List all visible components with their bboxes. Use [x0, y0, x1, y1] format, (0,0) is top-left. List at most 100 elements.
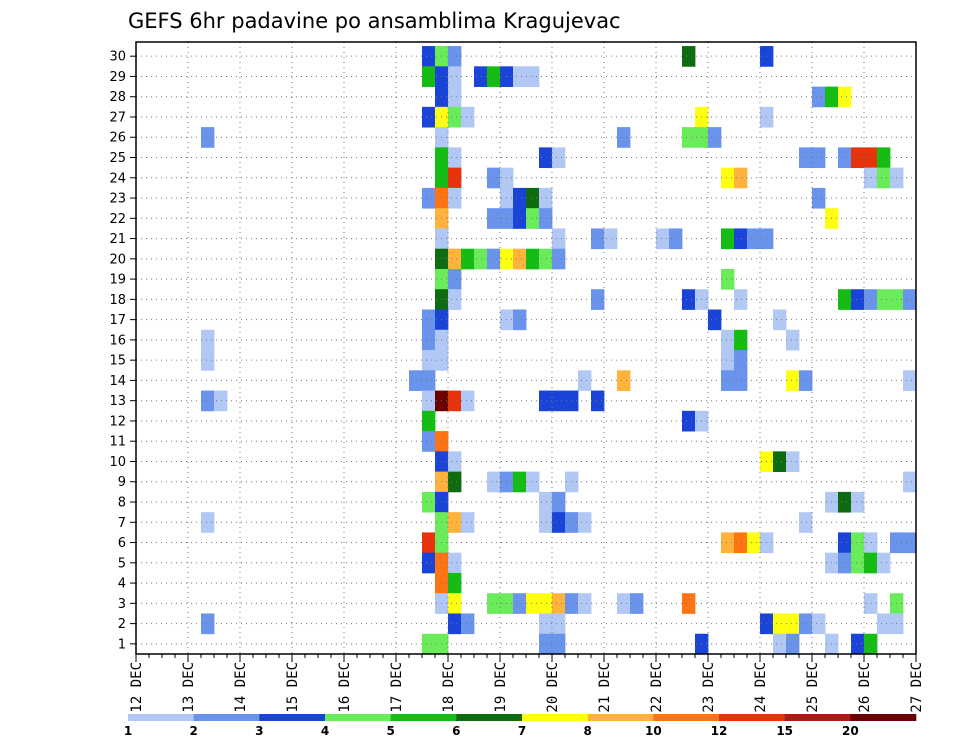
heatmap-cell [539, 147, 553, 169]
heatmap-cell [448, 167, 462, 189]
heatmap-cell [539, 187, 553, 209]
heatmap-cell [721, 532, 735, 554]
y-tick-label: 6 [118, 536, 126, 551]
heatmap-cell [812, 613, 826, 635]
colorbar-swatch [259, 714, 326, 721]
heatmap-cell [487, 66, 501, 87]
x-tick-label: 18 DEC [441, 662, 457, 713]
heatmap-cell [526, 593, 540, 614]
heatmap-cell [214, 390, 228, 412]
x-tick-label: 24 DEC [753, 662, 769, 713]
heatmap-cell [448, 248, 462, 270]
heatmap-cell [448, 593, 462, 614]
colorbar-label: 5 [386, 724, 394, 738]
heatmap-cell [461, 512, 475, 533]
y-tick-label: 9 [118, 475, 126, 490]
heatmap-cell [448, 552, 462, 574]
heatmap-cell [539, 633, 553, 655]
colorbar-swatch [784, 714, 851, 721]
heatmap-cell [422, 66, 436, 87]
heatmap-cell [734, 350, 748, 371]
heatmap-cell [669, 228, 683, 250]
heatmap-cell [773, 613, 787, 635]
heatmap-cell [838, 552, 852, 574]
y-tick-label: 14 [109, 374, 126, 389]
heatmap-cell [747, 532, 761, 554]
x-tick-label: 15 DEC [285, 662, 301, 713]
colorbar-label: 20 [842, 724, 859, 738]
heatmap-cell [786, 613, 800, 635]
colorbar-label: 8 [583, 724, 591, 738]
heatmap-cell [617, 127, 631, 148]
heatmap-cell [552, 593, 566, 614]
colorbar-label: 7 [518, 724, 526, 738]
y-tick-label: 22 [109, 212, 126, 227]
colorbar-swatch [653, 714, 720, 721]
x-tick-label: 12 DEC [129, 662, 145, 713]
heatmap-cell [201, 329, 215, 351]
heatmap-cell [487, 248, 501, 270]
y-tick-label: 28 [109, 90, 126, 105]
y-tick-label: 20 [109, 252, 126, 267]
heatmap-cell [539, 613, 553, 635]
heatmap-cell [526, 187, 540, 209]
y-tick-label: 11 [109, 435, 126, 450]
y-tick-label: 3 [118, 597, 126, 612]
x-tick-label: 22 DEC [649, 662, 665, 713]
x-tick-label: 13 DEC [181, 662, 197, 713]
heatmap-cell [422, 329, 436, 351]
heatmap-cell [708, 309, 722, 331]
heatmap-cell [734, 370, 748, 391]
colorbar-swatch [193, 714, 260, 721]
heatmap-cell [422, 187, 436, 209]
heatmap-cell [877, 552, 891, 574]
heatmap-cell [487, 593, 501, 614]
x-tick-label: 17 DEC [389, 662, 405, 713]
heatmap-cell [877, 289, 891, 310]
heatmap-cell [552, 228, 566, 250]
x-tick-label: 14 DEC [233, 662, 249, 713]
y-tick-label: 30 [109, 50, 126, 65]
y-tick-label: 1 [118, 637, 126, 652]
heatmap-cell [682, 410, 696, 432]
heatmap-cell [786, 370, 800, 391]
heatmap-cell [656, 228, 670, 250]
heatmap-cell [864, 552, 878, 574]
colorbar-label: 15 [776, 724, 793, 738]
heatmap-cell [578, 593, 592, 614]
heatmap-cell [851, 289, 865, 310]
colorbar-label: 3 [255, 724, 263, 738]
heatmap-cell [409, 370, 423, 391]
colorbar-swatch [128, 714, 194, 721]
y-tick-label: 8 [118, 496, 126, 511]
heatmap-cell [201, 390, 215, 412]
heatmap-cell [539, 390, 553, 412]
heatmap-cell [422, 370, 436, 391]
heatmap-cell [799, 147, 813, 169]
colorbar: 1 2 3 4 5 6 7 8 10 12 15 20 [124, 714, 917, 738]
heatmap-cell [552, 512, 566, 533]
heatmap-cell [838, 491, 852, 513]
heatmap-cell [422, 633, 436, 655]
heatmap-cell [461, 613, 475, 635]
heatmap-cell [513, 208, 527, 229]
heatmap-cell [487, 471, 501, 493]
colorbar-swatch [719, 714, 785, 721]
heatmap-cell [773, 309, 787, 331]
heatmap-cell [877, 147, 891, 169]
heatmap-cell [539, 208, 553, 229]
heatmap-cell [786, 633, 800, 655]
y-tick-label: 13 [109, 394, 126, 409]
heatmap-cell [903, 471, 917, 493]
heatmap-cell [448, 46, 462, 67]
y-tick-label: 7 [118, 516, 126, 531]
plot-frame [135, 41, 917, 655]
heatmap-cell [786, 451, 800, 473]
heatmap-cell [864, 532, 878, 554]
heatmap-cell [682, 593, 696, 614]
heatmap-cell [682, 289, 696, 310]
heatmap-cell [721, 329, 735, 351]
y-tick-label: 19 [109, 273, 126, 288]
y-tick-label: 15 [109, 354, 126, 369]
colorbar-swatch [522, 714, 588, 721]
